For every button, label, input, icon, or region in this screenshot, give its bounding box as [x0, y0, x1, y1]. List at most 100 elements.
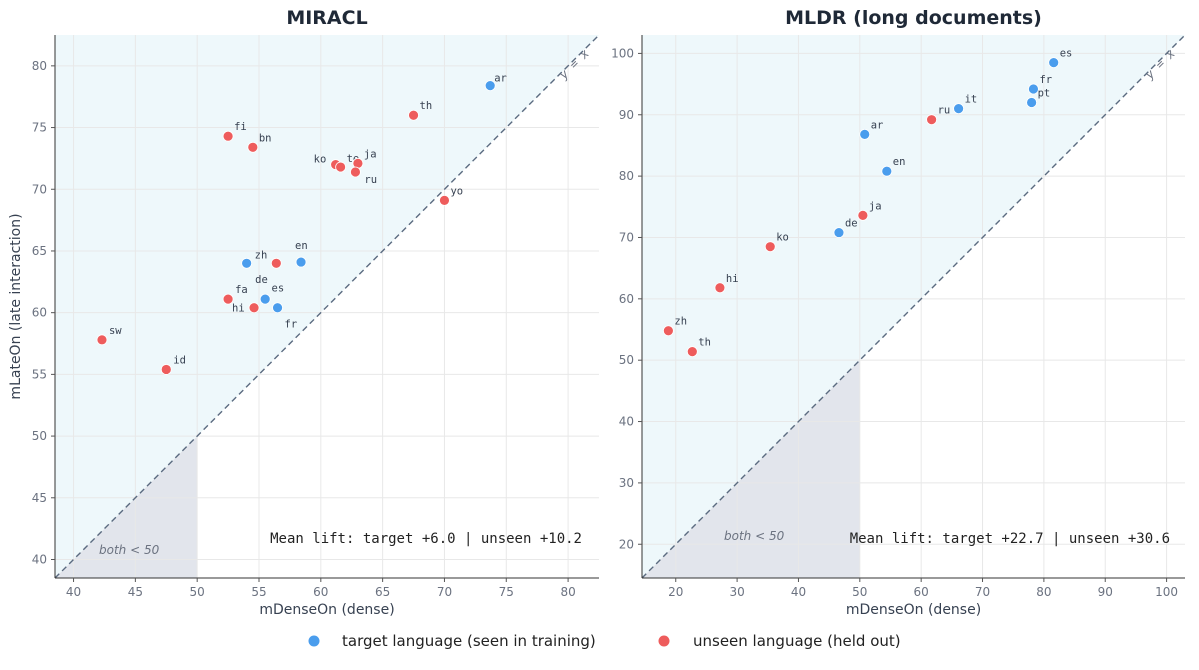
data-label-en: en [893, 156, 906, 168]
data-label-es: es [272, 283, 285, 295]
x-tick-label: 20 [668, 585, 683, 599]
data-label-th: th [698, 337, 711, 349]
x-tick-label: 50 [190, 585, 205, 599]
panel-mldr: y = x20 30 40 50 60 70 80 90 1002030405060708090… [611, 7, 1185, 618]
data-label-fi: fi [234, 121, 247, 133]
data-point-es [272, 302, 283, 314]
x-tick-label: 55 [251, 585, 266, 599]
plot-area [642, 35, 1185, 578]
data-label-fr: fr [1039, 74, 1052, 86]
data-point-ar [484, 80, 496, 91]
x-tick-label: 45 [128, 585, 143, 599]
data-point-yo [439, 194, 450, 206]
legend-marker-unseen [658, 635, 670, 647]
y-tick-label: 30 [619, 476, 634, 490]
y-tick-label: 100 [611, 46, 634, 60]
legend-label-target: target language (seen in training) [342, 632, 596, 650]
legend: target language (seen in training) unsee… [308, 632, 901, 650]
data-label-ru: ru [364, 174, 377, 186]
data-point-fi [222, 130, 234, 142]
y-tick-label: 70 [32, 182, 47, 196]
data-point-ru [350, 166, 361, 178]
data-point-de [259, 293, 271, 305]
data-point-hi [714, 282, 726, 294]
data-point-ja [270, 257, 282, 269]
data-label-hi: hi [232, 303, 245, 315]
y-tick-label: 80 [619, 169, 634, 183]
x-tick-label: 70 [975, 585, 990, 599]
data-point-ru [926, 114, 937, 126]
x-tick-label: 50 [852, 585, 867, 599]
chart-title: MIRACL [286, 7, 367, 29]
x-axis-label: mDenseOn (dense) [846, 602, 981, 618]
data-point-te [335, 161, 347, 173]
mean-lift-annotation: Mean lift: target +6.0 | unseen +10.2 [270, 531, 582, 547]
data-label-de: de [255, 274, 268, 286]
legend-label-unseen: unseen language (held out) [693, 632, 901, 650]
mean-lift-annotation: Mean lift: target +22.7 | unseen +30.6 [850, 531, 1170, 547]
data-label-ko: ko [776, 232, 789, 244]
data-label-fa: fa [235, 284, 248, 296]
data-point-th [408, 109, 419, 121]
x-tick-label: 70 [437, 585, 452, 599]
data-label-ko: ko [314, 154, 327, 166]
data-label-it: it [965, 94, 978, 106]
data-label-ru: ru [938, 105, 951, 117]
reference-line [642, 35, 1185, 578]
data-point-it [953, 103, 964, 115]
data-label-es: es [1060, 48, 1073, 60]
data-label-id: id [173, 354, 186, 366]
y-tick-label: 65 [32, 244, 47, 258]
data-label-pt: pt [1038, 87, 1051, 99]
y-tick-label: 40 [619, 415, 634, 429]
x-tick-label: 90 [1098, 585, 1113, 599]
data-point-en [295, 256, 307, 268]
data-point-ar [859, 128, 871, 140]
data-label-yo: yo [450, 185, 463, 197]
data-label-en: en [295, 240, 308, 252]
x-tick-label: 80 [560, 585, 575, 599]
chart-title: MLDR (long documents) [785, 7, 1042, 29]
data-point-ko [764, 241, 776, 253]
y-tick-label: 50 [619, 353, 634, 367]
data-label-sw: sw [109, 325, 122, 337]
x-tick-label: 30 [729, 585, 744, 599]
y-tick-label: 75 [32, 121, 47, 135]
y-tick-label: 20 [619, 537, 634, 551]
x-tick-label: 60 [914, 585, 929, 599]
data-point-th [686, 346, 698, 357]
data-point-es [1048, 57, 1060, 69]
data-label-hi: hi [726, 273, 739, 285]
data-point-fr [1028, 83, 1039, 95]
reference-line [55, 35, 599, 578]
y-tick-label: 60 [32, 306, 47, 320]
y-tick-label: 60 [619, 292, 634, 306]
data-label-zh: zh [255, 249, 268, 261]
panel-miracl: y = x40 45 50 55 60 65 70 75 8040455055606570758… [8, 7, 599, 618]
data-point-bn [247, 141, 259, 153]
x-tick-label: 40 [66, 585, 81, 599]
y-tick-label: 50 [32, 429, 47, 443]
data-point-zh [241, 257, 253, 269]
data-label-ar: ar [871, 119, 884, 131]
data-point-hi [248, 302, 260, 314]
data-point-fa [222, 293, 234, 305]
y-tick-label: 40 [32, 552, 47, 566]
y-tick-label: 90 [619, 108, 634, 122]
data-point-de [833, 227, 845, 238]
y-tick-label: 45 [32, 491, 47, 505]
data-label-de: de [845, 218, 858, 230]
data-label-ar: ar [494, 73, 507, 85]
data-point-zh [662, 325, 674, 337]
plot-area [55, 35, 599, 578]
x-tick-label: 65 [375, 585, 390, 599]
y-tick-label: 80 [32, 59, 47, 73]
data-point-sw [96, 334, 108, 346]
y-tick-label: 70 [619, 230, 634, 244]
legend-marker-target [308, 635, 320, 647]
data-label-bn: bn [259, 132, 272, 144]
x-tick-label: 100 [1155, 585, 1178, 599]
both-region-label: both < 50 [724, 529, 785, 543]
